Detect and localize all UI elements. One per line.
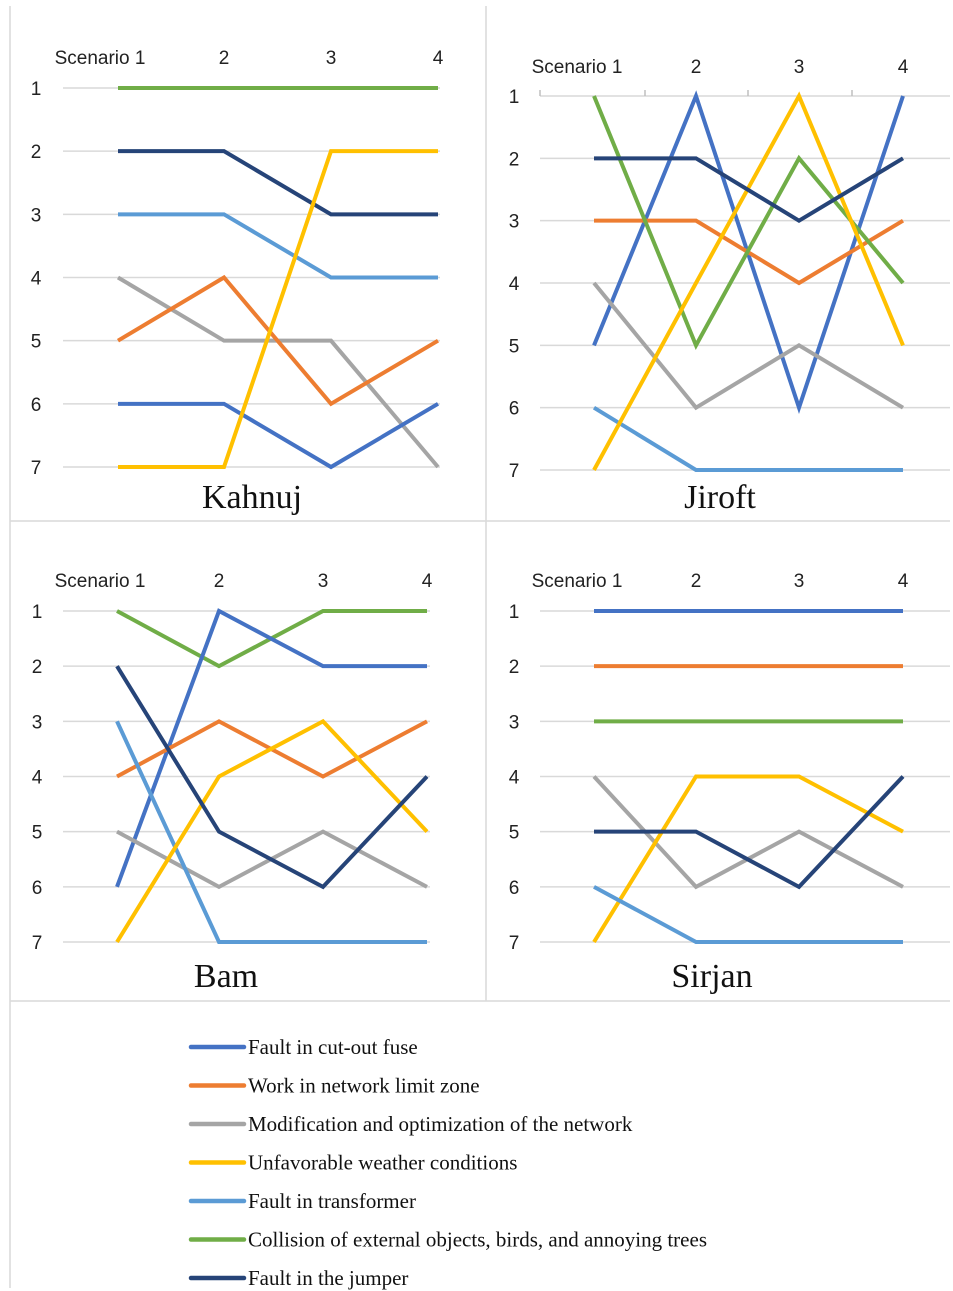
y-tick-label: 7 (31, 458, 42, 479)
legend-item-fault-cutout-fuse: Fault in cut-out fuse (188, 1035, 418, 1059)
y-tick-label: 7 (509, 933, 520, 954)
series-line-fault-transformer (592, 405, 903, 472)
x-tick-label: 4 (433, 48, 444, 69)
panel-title: Bam (194, 958, 258, 995)
x-tick-label: Scenario 1 (532, 57, 623, 78)
x-tick-label: 2 (691, 571, 702, 592)
x-tick-label: 3 (794, 57, 805, 78)
legend-label: Fault in the jumper (248, 1266, 408, 1290)
legend-item-modification-optimization: Modification and optimization of the net… (188, 1112, 633, 1136)
x-tick-label: 3 (318, 571, 329, 592)
chart-sirjan: 1 2 3 4 5 6 7 Scenario 1 2 3 4 Sirjan (509, 571, 950, 995)
series-line-unfavorable-weather (592, 774, 904, 944)
series-line-fault-jumper (118, 149, 438, 217)
x-tick-label: 4 (422, 571, 433, 592)
series-line-work-network-limit (116, 274, 440, 407)
x-tick-label: Scenario 1 (532, 571, 623, 592)
y-tick-label: 2 (31, 142, 42, 163)
y-tick-label: 1 (31, 79, 42, 100)
panel-title: Sirjan (671, 958, 752, 995)
series-line-fault-transformer (118, 212, 438, 280)
x-tick-label: 2 (214, 571, 225, 592)
x-tick-label: Scenario 1 (55, 571, 146, 592)
x-tick-label: 4 (898, 57, 909, 78)
legend: Fault in cut-out fuse Work in network lim… (188, 1035, 707, 1290)
y-tick-label: 2 (32, 657, 43, 678)
y-tick-label: 6 (31, 395, 42, 416)
y-tick-label: 4 (509, 768, 520, 789)
series-line-fault-jumper (594, 775, 905, 890)
legend-label: Fault in transformer (248, 1189, 416, 1213)
panel-title: Kahnuj (202, 479, 302, 516)
y-tick-label: 2 (509, 149, 520, 170)
y-tick-label: 1 (509, 87, 520, 108)
x-tick-label: 2 (691, 57, 702, 78)
series-line-unfavorable-weather (118, 149, 438, 469)
series-line-fault-jumper (115, 665, 429, 890)
y-tick-label: 7 (509, 461, 520, 482)
y-tick-label: 5 (32, 823, 43, 844)
x-tick-label: 2 (219, 48, 230, 69)
y-tick-label: 3 (509, 212, 520, 233)
x-tick-label: 3 (326, 48, 337, 69)
x-tick-label: 3 (794, 571, 805, 592)
y-tick-label: 3 (509, 712, 520, 733)
y-tick-label: 6 (509, 399, 520, 420)
chart-jiroft: 1 2 3 4 5 6 7 Scenario 1 2 3 4 Jiroft (509, 57, 950, 516)
legend-item-unfavorable-weather: Unfavorable weather conditions (188, 1151, 517, 1175)
y-tick-label: 6 (509, 878, 520, 899)
legend-item-collision-external: Collision of external objects, birds, an… (188, 1228, 707, 1252)
y-tick-label: 4 (32, 768, 43, 789)
series-line-modification-optimization (592, 281, 905, 411)
y-tick-label: 1 (32, 602, 43, 623)
y-tick-label: 1 (509, 602, 520, 623)
chart-kahnuj: 1 2 3 4 5 6 7 Scenario 1 2 3 4 Kahnuj (31, 48, 444, 516)
y-tick-label: 3 (31, 205, 42, 226)
series-line-unfavorable-weather (115, 718, 429, 944)
series-line-fault-cutout-fuse (118, 401, 440, 470)
y-tick-label: 7 (32, 933, 43, 954)
series-line-fault-jumper (594, 156, 905, 224)
y-tick-label: 5 (509, 823, 520, 844)
legend-item-work-network-limit: Work in network limit zone (188, 1074, 480, 1098)
x-tick-label: 4 (898, 571, 909, 592)
legend-label: Modification and optimization of the net… (248, 1112, 633, 1136)
y-tick-label: 5 (31, 332, 42, 353)
legend-label: Work in network limit zone (248, 1074, 480, 1098)
series-line-fault-transformer (593, 885, 903, 944)
y-tick-label: 2 (509, 657, 520, 678)
legend-label: Unfavorable weather conditions (248, 1151, 517, 1175)
y-tick-label: 4 (509, 274, 520, 295)
legend-item-fault-jumper: Fault in the jumper (188, 1266, 408, 1290)
y-tick-label: 4 (31, 269, 42, 290)
x-tick-label: Scenario 1 (55, 48, 146, 69)
legend-item-fault-transformer: Fault in transformer (188, 1189, 416, 1213)
y-tick-label: 5 (509, 336, 520, 357)
legend-label: Collision of external objects, birds, an… (248, 1228, 707, 1252)
panel-frame (9, 6, 950, 1288)
legend-label: Fault in cut-out fuse (248, 1035, 418, 1059)
series-line-fault-transformer (115, 720, 427, 944)
panel-title: Jiroft (684, 479, 756, 516)
chart-bam: 1 2 3 4 5 6 7 Scenario 1 2 3 4 Bam (32, 571, 433, 995)
y-tick-label: 3 (32, 712, 43, 733)
y-tick-label: 6 (32, 878, 43, 899)
